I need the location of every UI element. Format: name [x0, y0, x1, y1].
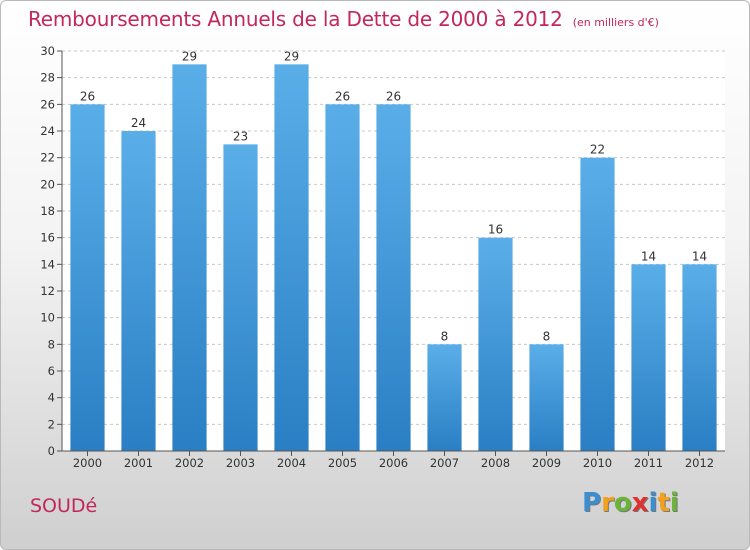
data-label: 16 — [488, 223, 503, 237]
x-tick-label: 2005 — [328, 456, 357, 470]
bar-2005 — [325, 104, 360, 451]
y-tick-label: 16 — [40, 231, 55, 245]
data-label: 22 — [590, 143, 605, 157]
logo-letter: i — [648, 488, 658, 518]
bar-2006 — [376, 104, 411, 451]
y-tick-label: 22 — [40, 151, 55, 165]
x-tick-label: 2007 — [430, 456, 459, 470]
x-tick-label: 2000 — [73, 456, 102, 470]
chart-title-text: Remboursements Annuels de la Dette de 20… — [28, 7, 563, 31]
y-tick-label: 0 — [48, 444, 55, 458]
proxiti-logo: Proxiti — [582, 488, 679, 518]
bar-2012 — [682, 264, 717, 451]
bar-2002 — [172, 64, 207, 452]
x-tick-label: 2003 — [226, 456, 255, 470]
y-tick-label: 18 — [40, 204, 55, 218]
bar-2000 — [70, 104, 105, 451]
y-tick-label: 26 — [40, 97, 55, 111]
data-label: 24 — [131, 116, 146, 130]
data-label: 14 — [641, 249, 656, 263]
x-tick-label: 2009 — [532, 456, 561, 470]
logo-letter: t — [657, 488, 670, 518]
bar-2003 — [223, 144, 258, 452]
y-tick-label: 12 — [40, 284, 55, 298]
chart-title: Remboursements Annuels de la Dette de 20… — [28, 7, 659, 31]
data-labels: 26 24 29 23 29 26 26 8 16 8 22 14 14 — [80, 49, 707, 343]
bars — [70, 64, 717, 452]
y-tick-label: 8 — [48, 337, 55, 351]
y-tick-label: 6 — [48, 364, 55, 378]
data-label: 23 — [233, 129, 248, 143]
x-tick-label: 2004 — [277, 456, 306, 470]
x-tick-label: 2012 — [685, 456, 714, 470]
x-tick-label: 2011 — [634, 456, 663, 470]
y-tick-label: 2 — [48, 417, 55, 431]
bar-2007 — [427, 344, 462, 451]
x-tick-label: 2001 — [124, 456, 153, 470]
bar-2009 — [529, 344, 564, 451]
data-label: 26 — [335, 89, 350, 103]
data-label: 8 — [441, 329, 449, 343]
logo-letter: i — [669, 488, 679, 518]
bar-2010 — [580, 157, 615, 451]
y-tick-label: 20 — [40, 177, 55, 191]
y-tick-label: 28 — [40, 71, 55, 85]
logo-letter: P — [582, 488, 602, 518]
logo-letter: o — [613, 488, 632, 518]
data-label: 14 — [692, 249, 707, 263]
y-tick-label: 30 — [40, 44, 55, 58]
y-tick-label: 24 — [40, 124, 55, 138]
chart-subtitle: (en milliers d'€) — [572, 16, 659, 29]
bar-2011 — [631, 264, 666, 451]
x-tick-label: 2010 — [583, 456, 612, 470]
y-tick-label: 4 — [48, 391, 55, 405]
logo-letter: r — [601, 488, 614, 518]
x-tick-label: 2002 — [175, 456, 204, 470]
data-label: 29 — [182, 49, 197, 63]
bar-2004 — [274, 64, 309, 452]
data-label: 29 — [284, 49, 299, 63]
x-tick-label: 2008 — [481, 456, 510, 470]
y-tick-label: 14 — [40, 257, 55, 271]
bar-2001 — [121, 131, 156, 451]
y-tick-label: 10 — [40, 311, 55, 325]
x-tick-label: 2006 — [379, 456, 408, 470]
data-label: 26 — [386, 89, 401, 103]
data-label: 26 — [80, 89, 95, 103]
logo-letter: x — [631, 488, 649, 518]
commune-name: SOUDé — [30, 495, 98, 517]
data-label: 8 — [543, 329, 551, 343]
bar-2008 — [478, 237, 513, 451]
